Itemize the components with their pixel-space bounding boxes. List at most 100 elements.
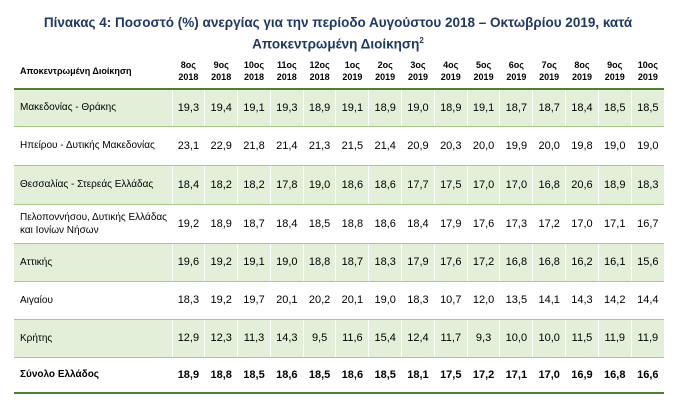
header-year: 2018 — [211, 72, 232, 82]
rate-cell: 17,5 — [433, 357, 468, 394]
table-row: Πελοποννήσου, Δυτικής Ελλάδας και Ιονίων… — [14, 204, 664, 244]
rate-cell: 22,9 — [204, 126, 238, 166]
rate-cell: 23,1 — [171, 126, 205, 166]
rate-cell: 19,7 — [237, 281, 271, 320]
rate-cell: 19,9 — [499, 126, 533, 166]
rate-cell: 16,6 — [630, 357, 664, 394]
rate-cell: 19,0 — [630, 126, 664, 166]
rate-cell: 18,5 — [237, 357, 271, 394]
rate-cell: 18,5 — [597, 89, 632, 127]
rate-cell: 10,0 — [532, 319, 566, 358]
header-region: Αποκεντρωμένη Διοίκηση — [14, 54, 172, 90]
rate-cell: 11,5 — [565, 319, 599, 358]
table-row: Ηπείρου - Δυτικής Μακεδονίας 23,1 22,9 21,8… — [14, 126, 664, 166]
table-header-row: Αποκεντρωμένη Διοίκηση 8ος 2018 9ος 2018 10ο… — [14, 54, 664, 90]
rate-cell: 17,8 — [269, 165, 304, 205]
rate-cell: 16,8 — [499, 243, 533, 282]
header-period: 7ος 2019 — [532, 54, 566, 90]
rate-cell: 10,0 — [499, 319, 533, 358]
rate-cell: 18,5 — [368, 357, 402, 394]
rate-cell: 20,9 — [401, 126, 435, 166]
header-period: 9ος 2018 — [204, 54, 238, 90]
rate-cell: 17,0 — [466, 165, 500, 205]
rate-cell: 18,1 — [401, 357, 435, 394]
header-period: 4ος 2019 — [433, 54, 468, 90]
rate-cell: 17,3 — [499, 204, 533, 244]
rate-cell: 17,2 — [466, 357, 500, 394]
header-period: 9ος 2019 — [597, 54, 632, 90]
header-year: 2018 — [276, 72, 297, 82]
rate-cell: 9,3 — [466, 319, 500, 358]
rate-cell: 12,9 — [171, 319, 205, 358]
header-period: 5ος 2019 — [466, 54, 500, 90]
rate-cell: 19,4 — [204, 89, 238, 127]
header-year: 2019 — [506, 72, 527, 82]
header-month: 1ος — [344, 60, 360, 70]
rate-cell: 20,3 — [433, 126, 468, 166]
header-period: 12ος 2018 — [302, 54, 336, 90]
rate-cell: 17,1 — [499, 357, 533, 394]
header-month: 8ος — [180, 60, 196, 70]
rate-cell: 11,9 — [597, 319, 632, 358]
rate-cell: 18,8 — [302, 243, 336, 282]
rate-cell: 18,4 — [401, 204, 435, 244]
header-period: 8ος 2019 — [565, 54, 599, 90]
rate-cell: 19,3 — [171, 89, 205, 127]
region-name: Μακεδονίας - Θράκης — [14, 89, 172, 127]
header-period: 11ος 2018 — [269, 54, 304, 90]
rate-cell: 18,4 — [171, 165, 205, 205]
rate-cell: 19,2 — [204, 281, 238, 320]
rate-cell: 14,4 — [630, 281, 664, 320]
rate-cell: 17,1 — [597, 204, 632, 244]
rate-cell: 17,6 — [466, 204, 500, 244]
header-year: 2019 — [407, 72, 428, 82]
rate-cell: 20,0 — [532, 126, 566, 166]
header-month: 9ος — [607, 60, 623, 70]
rate-cell: 16,2 — [565, 243, 599, 282]
rate-cell: 18,8 — [204, 357, 238, 394]
rate-cell: 19,1 — [237, 243, 271, 282]
region-name: Αιγαίου — [14, 281, 172, 320]
rate-cell: 18,7 — [237, 204, 271, 244]
rate-cell: 19,1 — [237, 89, 271, 127]
header-period: 6ος 2019 — [499, 54, 533, 90]
rate-cell: 17,0 — [532, 357, 566, 394]
rate-cell: 19,8 — [565, 126, 599, 166]
table-title: Πίνακας 4: Ποσοστό (%) ανεργίας για την … — [0, 14, 676, 54]
title-line-1: Πίνακας 4: Ποσοστό (%) ανεργίας για την … — [43, 15, 633, 30]
table-row: Σύνολο Ελλάδος 18,9 18,8 18,5 18,6 18,5 18,6 18… — [14, 357, 664, 394]
rate-cell: 19,0 — [269, 243, 304, 282]
table-row: Αττικής 19,6 19,2 19,1 19,0 18,8 18,7 18,3 17,9 1… — [14, 243, 664, 282]
rate-cell: 18,9 — [433, 89, 468, 127]
rate-cell: 19,3 — [269, 89, 304, 127]
rate-cell: 18,6 — [368, 165, 402, 205]
rate-cell: 18,9 — [597, 165, 632, 205]
rate-cell: 20,1 — [269, 281, 304, 320]
rate-cell: 11,9 — [630, 319, 664, 358]
rate-cell: 20,2 — [302, 281, 336, 320]
header-month: 10ος — [637, 60, 658, 70]
rate-cell: 18,6 — [335, 357, 369, 394]
rate-cell: 18,6 — [269, 357, 304, 394]
header-period: 3ος 2019 — [401, 54, 435, 90]
region-name: Σύνολο Ελλάδος — [14, 357, 172, 394]
rate-cell: 18,9 — [171, 357, 205, 394]
rate-cell: 18,3 — [401, 281, 435, 320]
header-year: 2019 — [342, 72, 363, 82]
rate-cell: 20,1 — [335, 281, 369, 320]
rate-cell: 19,0 — [401, 89, 435, 127]
header-month: 11ος — [276, 60, 297, 70]
rate-cell: 18,4 — [269, 204, 304, 244]
rate-cell: 19,1 — [466, 89, 500, 127]
rate-cell: 19,0 — [597, 126, 632, 166]
header-year: 2019 — [571, 72, 592, 82]
rate-cell: 19,6 — [171, 243, 205, 282]
title-line-2: Αποκεντρωμένη Διοίκηση2 — [0, 32, 676, 54]
region-name: Ηπείρου - Δυτικής Μακεδονίας — [14, 126, 172, 166]
rate-cell: 18,3 — [630, 165, 664, 205]
rate-cell: 18,4 — [565, 89, 599, 127]
rate-cell: 17,9 — [401, 243, 435, 282]
rate-cell: 21,5 — [335, 126, 369, 166]
rate-cell: 18,5 — [630, 89, 664, 127]
